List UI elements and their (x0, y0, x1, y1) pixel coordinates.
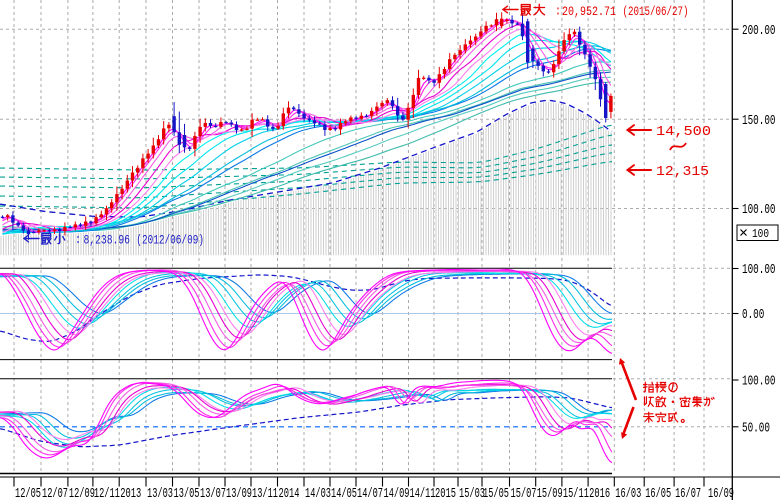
svg-text:14/03: 14/03 (305, 487, 331, 500)
svg-text:15/05: 15/05 (483, 487, 509, 500)
svg-text:12/11: 12/11 (94, 487, 120, 500)
svg-text:12/09: 12/09 (69, 487, 95, 500)
svg-text:16/03: 16/03 (615, 487, 641, 500)
svg-text:13/11: 13/11 (252, 487, 278, 500)
svg-text:12,315: 12,315 (656, 165, 709, 180)
svg-text:13/03: 13/03 (147, 487, 173, 500)
svg-text:2013: 2013 (120, 487, 141, 500)
svg-text:13/07: 13/07 (200, 487, 226, 500)
svg-text:15/11: 15/11 (563, 487, 589, 500)
svg-text:2015: 2015 (435, 487, 456, 500)
svg-text:14/11: 14/11 (410, 487, 436, 500)
svg-text:12/07: 12/07 (42, 487, 68, 500)
svg-text:15/07: 15/07 (511, 487, 537, 500)
svg-text::: : (549, 4, 561, 19)
svg-text:200.00: 200.00 (742, 23, 776, 39)
svg-text:(2015/06/27): (2015/06/27) (623, 4, 689, 19)
svg-text:150.00: 150.00 (742, 113, 776, 129)
svg-text:15/03: 15/03 (459, 487, 485, 500)
svg-text:12/05: 12/05 (15, 487, 41, 500)
svg-text:2014: 2014 (279, 487, 300, 500)
svg-text:100.00: 100.00 (742, 262, 776, 278)
svg-text:100: 100 (752, 227, 769, 241)
svg-text:0.00: 0.00 (742, 307, 764, 323)
svg-text:100.00: 100.00 (742, 374, 776, 390)
svg-text:14,500: 14,500 (656, 125, 711, 140)
svg-text:2016: 2016 (589, 487, 610, 500)
svg-text:14/05: 14/05 (331, 487, 357, 500)
svg-text::: : (69, 232, 81, 247)
svg-text:50.00: 50.00 (742, 420, 770, 436)
svg-text:(2012/06/09): (2012/06/09) (136, 233, 204, 248)
svg-text:13/05: 13/05 (174, 487, 200, 500)
svg-text:8,238.96: 8,238.96 (84, 233, 131, 248)
svg-text:20,952.71: 20,952.71 (562, 4, 616, 19)
svg-text:13/09: 13/09 (226, 487, 252, 500)
svg-text:14/09: 14/09 (384, 487, 410, 500)
svg-text:14/07: 14/07 (357, 487, 383, 500)
svg-text:16/09: 16/09 (708, 487, 734, 500)
svg-text:16/07: 16/07 (675, 487, 701, 500)
svg-text:15/09: 15/09 (537, 487, 563, 500)
svg-text:16/05: 16/05 (645, 487, 671, 500)
svg-text:100.00: 100.00 (742, 202, 776, 218)
